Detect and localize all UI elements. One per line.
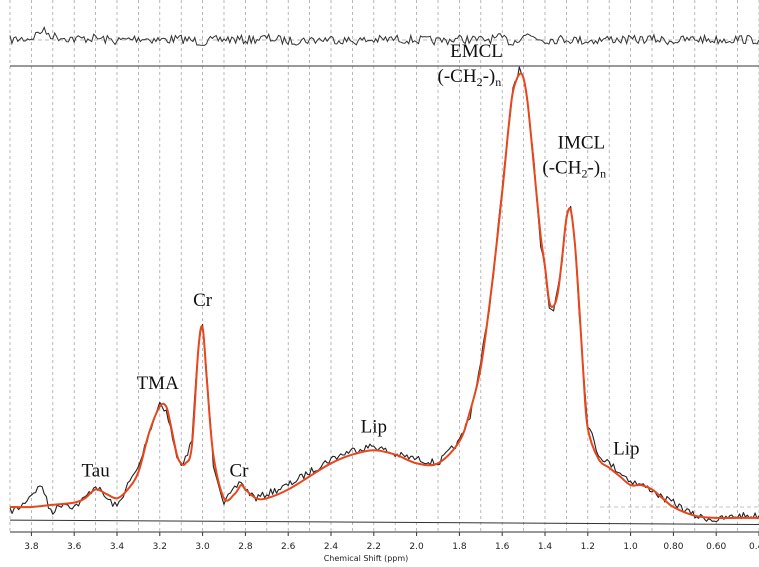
peak-label-tma-1: TMA	[137, 373, 180, 394]
residual-line	[9, 26, 759, 47]
x-tick-label-0: 3.8	[24, 542, 39, 552]
fitted-spectrum-line	[9, 72, 759, 520]
x-tick-label-13: 1.2	[581, 542, 595, 552]
x-tick-label-9: 2.0	[409, 542, 424, 552]
x-tick-label-6: 2.6	[281, 542, 296, 552]
peak-label-tau-0: Tau	[81, 460, 110, 481]
x-tick-label-8: 2.2	[367, 542, 381, 552]
x-tick-label-7: 2.4	[324, 542, 339, 552]
x-tick-label-5: 2.8	[238, 542, 253, 552]
x-axis-label: Chemical Shift (ppm)	[324, 554, 409, 563]
peak-label-imcl-6: IMCL	[558, 133, 606, 154]
peak-label-emcl-5: EMCL	[450, 41, 503, 62]
x-tick-label-1: 3.6	[67, 542, 82, 552]
x-tick-label-10: 1.8	[452, 542, 467, 552]
x-tick-label-15: 0.80	[663, 542, 683, 552]
peak-label-lip-4: Lip	[361, 417, 387, 438]
baseline-line	[9, 519, 759, 525]
residual-panel	[9, 26, 759, 67]
peak-annotations: Tau TMA Cr Cr Lip EMCL (-CH2-)n IMCL (-CH2-)n Lip	[81, 41, 639, 481]
x-tick-label-3: 3.2	[153, 542, 167, 552]
x-tick-label-17: 0.40	[749, 542, 759, 552]
peak-label-cr-3: Cr	[230, 460, 250, 481]
imcl-methylene-label: (-CH2-)n	[542, 158, 606, 181]
peak-label-lip-7: Lip	[613, 439, 639, 460]
x-ticks: 3.8 3.6 3.4 3.2 3.0 2.8 2.6 2.4 2.2 2.0 1.8 1.6 1.4 1…	[24, 532, 759, 552]
peak-label-cr-2: Cr	[193, 290, 213, 311]
x-axis: 3.8 3.6 3.4 3.2 3.0 2.8 2.6 2.4 2.2 2.0 1.8 1.6 1.4 1…	[10, 531, 759, 563]
emcl-methylene-label: (-CH2-)n	[438, 66, 502, 89]
x-tick-label-2: 3.4	[110, 542, 125, 552]
x-tick-label-14: 1.0	[623, 542, 638, 552]
x-tick-label-12: 1.4	[538, 542, 553, 552]
x-tick-label-11: 1.6	[495, 542, 510, 552]
x-tick-label-4: 3.0	[195, 542, 210, 552]
x-tick-label-16: 0.60	[706, 542, 726, 552]
